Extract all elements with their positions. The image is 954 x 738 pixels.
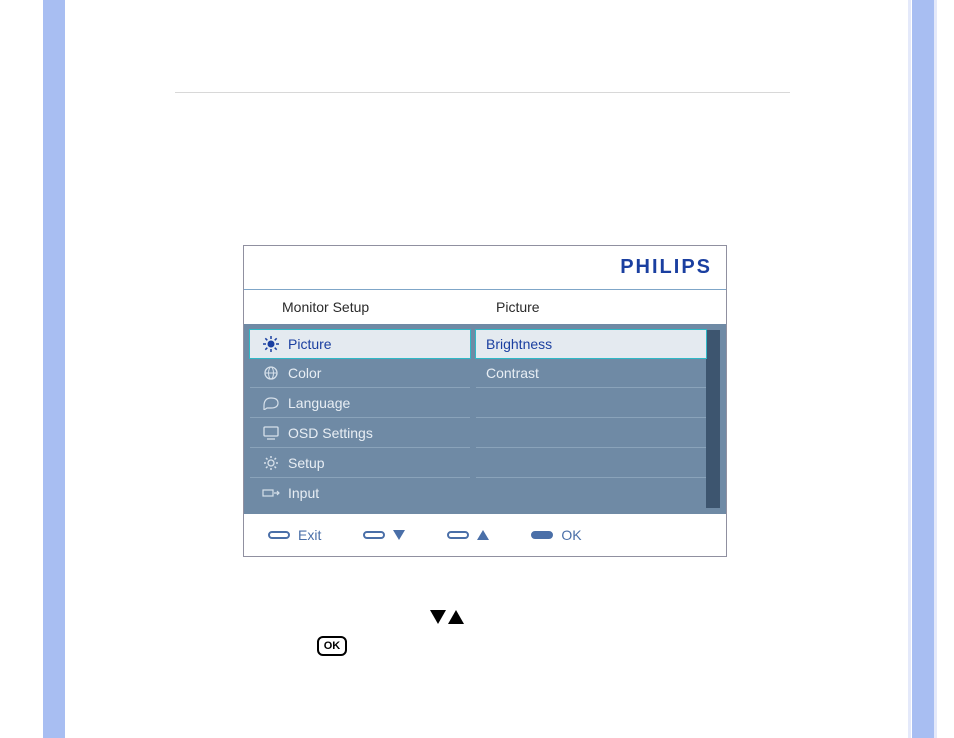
ok-badge: OK — [317, 636, 347, 656]
page-horizontal-rule — [175, 92, 790, 93]
osd-title-right: Picture — [496, 299, 540, 315]
osd-right-strip — [706, 330, 720, 508]
page-right-thin-accent-1 — [908, 0, 911, 738]
pill-icon — [268, 531, 290, 539]
footer-ok-button[interactable]: OK — [531, 527, 581, 543]
pill-filled-icon — [531, 531, 553, 539]
page-right-accent — [912, 0, 934, 738]
menu-item-label: Color — [288, 365, 321, 381]
menu-item-label: Setup — [288, 455, 325, 471]
sub-item-label: Contrast — [486, 365, 539, 381]
pill-icon — [363, 531, 385, 539]
globe-icon — [260, 365, 282, 381]
input-icon — [260, 487, 282, 499]
sub-item-empty — [476, 418, 706, 448]
osd-sub-column: Brightness Contrast — [476, 330, 706, 508]
menu-item-label: OSD Settings — [288, 425, 373, 441]
menu-item-label: Picture — [288, 336, 332, 352]
language-icon — [260, 396, 282, 410]
monitor-icon — [260, 426, 282, 440]
osd-column-titles: Monitor Setup Picture — [244, 290, 726, 324]
sub-item-empty — [476, 448, 706, 478]
sun-icon — [260, 336, 282, 352]
triangle-up-icon — [477, 530, 489, 540]
triangle-down-icon — [430, 610, 446, 624]
triangle-down-icon — [393, 530, 405, 540]
osd-menu-column: Picture Color Language OSD Settings — [250, 330, 470, 508]
sub-item-label: Brightness — [486, 336, 552, 352]
ok-badge-label: OK — [324, 640, 341, 652]
osd-panel: PHILIPS Monitor Setup Picture Picture Co… — [243, 245, 727, 557]
menu-item-label: Language — [288, 395, 350, 411]
menu-item-language[interactable]: Language — [250, 388, 470, 418]
triangle-up-icon — [448, 610, 464, 624]
osd-title-left: Monitor Setup — [282, 299, 496, 315]
menu-item-setup[interactable]: Setup — [250, 448, 470, 478]
menu-item-osd-settings[interactable]: OSD Settings — [250, 418, 470, 448]
pill-icon — [447, 531, 469, 539]
sub-item-empty — [476, 478, 706, 508]
sub-item-brightness[interactable]: Brightness — [475, 329, 707, 359]
footer-exit-button[interactable]: Exit — [268, 527, 321, 543]
page-right-thin-accent-2 — [934, 0, 937, 738]
footer-exit-label: Exit — [298, 527, 321, 543]
sub-item-empty — [476, 388, 706, 418]
gear-icon — [260, 455, 282, 471]
menu-item-picture[interactable]: Picture — [249, 329, 471, 359]
brand-logo: PHILIPS — [620, 256, 712, 279]
osd-footer: Exit OK — [244, 514, 726, 556]
footer-up-button[interactable] — [447, 530, 489, 540]
menu-item-color[interactable]: Color — [250, 358, 470, 388]
menu-item-input[interactable]: Input — [250, 478, 470, 508]
page-left-accent — [43, 0, 65, 738]
osd-header: PHILIPS — [244, 246, 726, 290]
sub-item-contrast[interactable]: Contrast — [476, 358, 706, 388]
menu-item-label: Input — [288, 485, 319, 501]
instruction-arrows — [430, 610, 464, 624]
footer-ok-label: OK — [561, 527, 581, 543]
osd-body: Picture Color Language OSD Settings — [244, 324, 726, 514]
footer-down-button[interactable] — [363, 530, 405, 540]
